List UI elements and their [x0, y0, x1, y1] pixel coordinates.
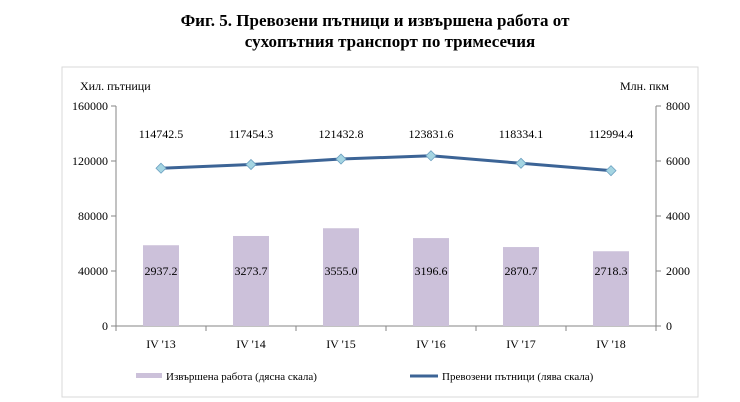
- chart-frame: [61, 66, 699, 398]
- bar: [323, 228, 359, 326]
- y-left-tick-label: 0: [102, 319, 108, 333]
- line-point: [425, 150, 437, 162]
- line-data-label: 114742.5: [139, 127, 184, 141]
- y-right-tick-label: 6000: [666, 154, 690, 168]
- bar-data-label: 3555.0: [325, 264, 358, 278]
- chart-title: Фиг. 5. Превозени пътници и извършена ра…: [0, 10, 740, 52]
- x-tick-label: IV '15: [326, 337, 356, 351]
- legend-line-label: Превозени пътници (лява скала): [442, 371, 594, 383]
- bar-data-label: 2718.3: [595, 264, 628, 278]
- y-left-tick-label: 120000: [72, 154, 108, 168]
- y-right-tick-label: 4000: [666, 209, 690, 223]
- bar: [503, 247, 539, 326]
- y-left-tick-label: 40000: [78, 264, 108, 278]
- line-series: [160, 154, 612, 173]
- y-left-tick-label: 160000: [72, 99, 108, 113]
- line-data-label: 112994.4: [589, 127, 634, 141]
- x-tick-label: IV '13: [146, 337, 176, 351]
- line-point: [605, 165, 617, 177]
- y-right-tick-label: 8000: [666, 99, 690, 113]
- bar: [233, 235, 269, 326]
- bar-data-label: 3273.7: [235, 264, 268, 278]
- bar: [143, 245, 179, 326]
- legend-bar-label: Извършена работа (дясна скала): [166, 371, 317, 383]
- line-data-label: 117454.3: [229, 127, 274, 141]
- bar: [413, 238, 449, 326]
- line-data-label: 121432.8: [319, 127, 364, 141]
- chart-title-line-2: сухопътния транспорт по тримесечия: [244, 32, 536, 51]
- y-axis-left-label: Хил. пътници: [80, 79, 151, 93]
- y-left-tick-label: 80000: [78, 209, 108, 223]
- x-tick-label: IV '16: [416, 337, 446, 351]
- y-right-tick-label: 2000: [666, 264, 690, 278]
- line-point: [245, 158, 257, 171]
- y-right-tick-label: 0: [666, 319, 672, 333]
- bar-data-label: 3196.6: [415, 264, 448, 278]
- x-tick-label: IV '14: [236, 337, 266, 351]
- bar-data-label: 2937.2: [145, 264, 178, 278]
- line-data-label: 123831.6: [409, 127, 454, 141]
- legend-bar-swatch: [136, 373, 162, 378]
- line-data-label: 118334.1: [499, 127, 544, 141]
- x-tick-label: IV '18: [596, 337, 626, 351]
- y-axis-right-label: Млн. пкм: [620, 79, 669, 93]
- line-point: [335, 153, 347, 165]
- line-point: [155, 162, 167, 174]
- bar: [593, 251, 629, 326]
- x-tick-label: IV '17: [506, 337, 536, 351]
- line-point: [515, 157, 527, 169]
- bar-data-label: 2870.7: [505, 264, 538, 278]
- chart-title-line-1: Фиг. 5. Превозени пътници и извършена ра…: [180, 11, 570, 30]
